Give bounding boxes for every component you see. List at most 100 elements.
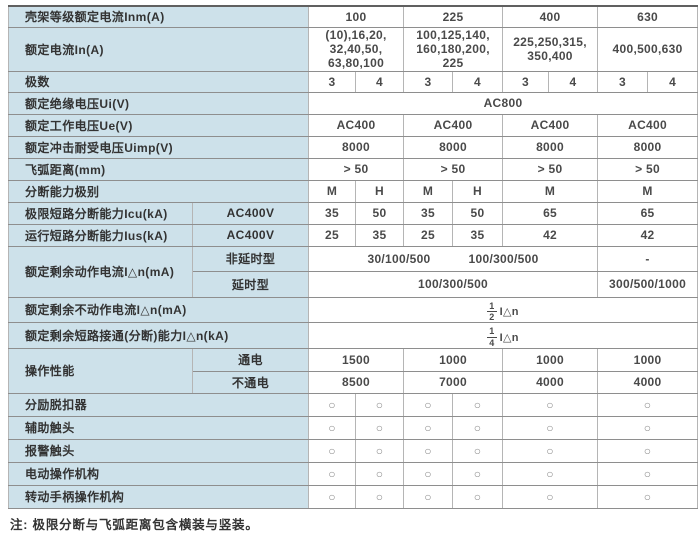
value-cell: 50 xyxy=(354,201,405,225)
value-cell: M xyxy=(403,179,454,203)
fraction-numerator: 1 xyxy=(487,326,497,338)
value-cell: > 50 xyxy=(597,157,699,181)
table-row-accessory-motor-operator: 电动操作机构 ○ ○ ○ ○ ○ ○ xyxy=(8,461,699,486)
value-cell: 100 xyxy=(307,5,405,28)
circle-mark-icon: ○ xyxy=(473,489,482,504)
table-row-breaking-grade: 分断能力极别 M H M H M M xyxy=(8,179,699,203)
value-cell: 300/500/1000 xyxy=(597,270,699,298)
circle-mark-icon: ○ xyxy=(375,443,384,458)
row-label: 额定冲击耐受电压Uimp(V) xyxy=(8,135,309,159)
table-row-icu: 极限短路分断能力Icu(kA) AC400V 35 50 35 50 65 65 xyxy=(8,201,699,225)
row-label: 额定电流In(A) xyxy=(8,26,309,72)
table-row-operation-de-energized: 不通电 8500 7000 4000 4000 xyxy=(9,370,699,394)
value-cell: ○ xyxy=(452,415,504,440)
circle-mark-icon: ○ xyxy=(328,420,336,435)
row-label: 分断能力极别 xyxy=(8,179,309,203)
table-row-ius: 运行短路分断能力Ius(kA) AC400V 25 35 25 35 42 42 xyxy=(8,223,699,247)
value-cell: 3 xyxy=(502,70,550,93)
value-cell: 1000 xyxy=(403,347,504,372)
circle-mark-icon: ○ xyxy=(643,489,652,504)
row-label: 壳架等级额定电流Inm(A) xyxy=(8,5,309,28)
circle-mark-icon: ○ xyxy=(328,489,336,504)
circle-mark-icon: ○ xyxy=(643,420,652,435)
row-label: 报警触头 xyxy=(8,438,309,463)
value-cell: 4 xyxy=(354,70,405,93)
row-sub-label: AC400V xyxy=(192,201,309,225)
row-label: 额定工作电压Ue(V) xyxy=(8,113,309,137)
table-row-residual-operating-delay: 延时型 100/300/500 300/500/1000 xyxy=(9,270,699,298)
circle-mark-icon: ○ xyxy=(424,420,432,435)
value-cell: (10),16,20, 32,40,50, 63,80,100 xyxy=(307,26,405,72)
value-cell: 7000 xyxy=(403,370,504,394)
value-cell: ○ xyxy=(403,484,454,509)
circle-mark-icon: ○ xyxy=(375,420,384,435)
value-cell: 8000 xyxy=(403,135,504,159)
circle-mark-icon: ○ xyxy=(473,466,482,481)
value-cell: 1500 xyxy=(307,347,405,372)
row-label: 操作性能 xyxy=(8,347,193,394)
value-cell: 8000 xyxy=(502,135,599,159)
fraction-suffix: I△n xyxy=(499,305,519,318)
value-cell: ○ xyxy=(354,484,405,509)
value-cell: > 50 xyxy=(307,157,405,181)
value-cell: ○ xyxy=(308,461,356,486)
value-cell: ○ xyxy=(354,461,405,486)
spec-table: 壳架等级额定电流Inm(A) 100 225 400 630 额定电流In(A)… xyxy=(8,5,699,509)
value-cell: 65 xyxy=(597,201,699,225)
table-row-accessory-auxiliary-contact: 辅助触头 ○ ○ ○ ○ ○ ○ xyxy=(8,415,699,440)
circle-mark-icon: ○ xyxy=(546,466,554,481)
table-row-rated-current: 额定电流In(A) (10),16,20, 32,40,50, 63,80,10… xyxy=(8,26,699,72)
value-cell: 3 xyxy=(597,70,649,93)
table-row-frame-current: 壳架等级额定电流Inm(A) 100 225 400 630 xyxy=(8,5,699,28)
value-cell: ○ xyxy=(308,392,356,417)
circle-mark-icon: ○ xyxy=(375,397,384,412)
value-cell: ○ xyxy=(597,438,699,463)
value-cell: H xyxy=(354,179,405,203)
table-row-insulation-voltage: 额定绝缘电压Ui(V) AC800 xyxy=(8,91,699,115)
value-cell: AC400 xyxy=(597,113,699,137)
value-cell: 400 xyxy=(502,5,599,28)
footnote: 注: 极限分断与飞弧距离包含横装与竖装。 xyxy=(10,517,259,532)
value-cell: 3 xyxy=(308,70,356,93)
value-cell: 35 xyxy=(354,223,405,247)
value-cell: ○ xyxy=(354,392,405,417)
circle-mark-icon: ○ xyxy=(328,443,336,458)
value-cell: ○ xyxy=(308,415,356,440)
circle-mark-icon: ○ xyxy=(375,489,384,504)
value-cell: 4 xyxy=(647,70,699,93)
value-cell: - xyxy=(597,245,699,272)
value-part: 30/100/500 xyxy=(367,251,431,266)
table-row-accessory-alarm-contact: 报警触头 ○ ○ ○ ○ ○ ○ xyxy=(8,438,699,463)
circle-mark-icon: ○ xyxy=(424,397,432,412)
table-row-working-voltage: 额定工作电压Ue(V) AC400 AC400 AC400 AC400 xyxy=(8,113,699,137)
row-label: 极数 xyxy=(8,70,309,93)
value-cell: ○ xyxy=(308,484,356,509)
value-cell: ○ xyxy=(308,438,356,463)
value-cell: ○ xyxy=(597,461,699,486)
circle-mark-icon: ○ xyxy=(643,466,652,481)
fraction-denominator: 4 xyxy=(489,337,495,348)
value-cell: 4 xyxy=(548,70,599,93)
value-cell: 225 xyxy=(403,5,504,28)
value-cell: > 50 xyxy=(403,157,504,181)
value-cell: 30/100/500 100/300/500 xyxy=(307,245,599,272)
value-cell: AC400 xyxy=(403,113,504,137)
row-sub-label: 不通电 xyxy=(192,370,309,394)
circle-mark-icon: ○ xyxy=(546,489,554,504)
value-cell: 3 xyxy=(403,70,454,93)
value-cell: 100,125,140, 160,180,200, 225 xyxy=(403,26,504,72)
row-label: 额定剩余短路接通(分断)能力I△n(kA) xyxy=(8,322,309,349)
circle-mark-icon: ○ xyxy=(328,397,336,412)
table-row-operation-energized: 操作性能 通电 1500 1000 1000 1000 xyxy=(8,347,699,394)
value-cell: H xyxy=(452,179,504,203)
value-cell: ○ xyxy=(502,438,599,463)
circle-mark-icon: ○ xyxy=(643,443,652,458)
circle-mark-icon: ○ xyxy=(473,420,482,435)
value-cell: ○ xyxy=(354,438,405,463)
value-cell: ○ xyxy=(403,461,454,486)
row-label: 额定绝缘电压Ui(V) xyxy=(8,91,309,115)
